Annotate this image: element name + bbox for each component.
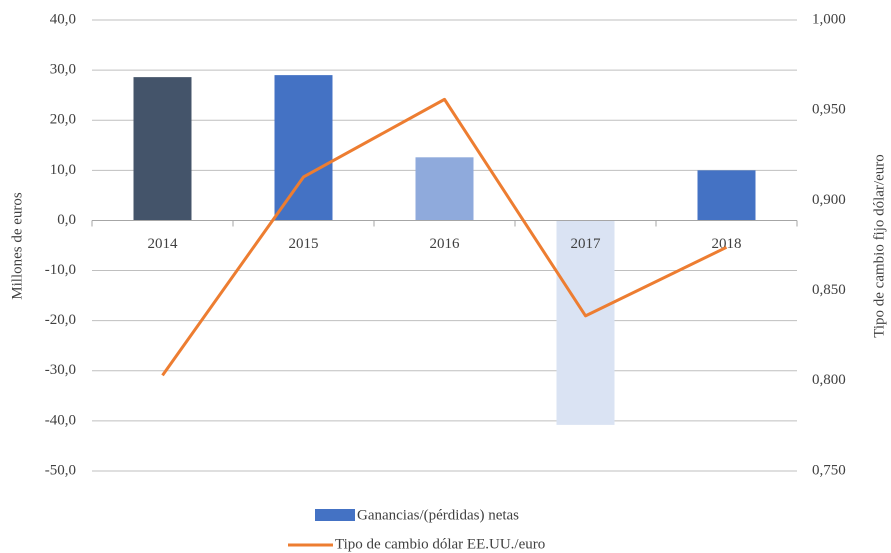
y-tick-label: -30,0: [45, 362, 76, 378]
x-tick-label: 2018: [712, 236, 742, 252]
y-tick-label: 0,0: [57, 212, 76, 228]
y-tick-label: 30,0: [50, 62, 76, 78]
y-axis-title: Millones de euros: [9, 192, 25, 300]
y2-tick-label: 0,800: [812, 372, 846, 388]
y2-axis-title: Tipo de cambio fijo dólar/euro: [871, 154, 887, 338]
y2-tick-label: 1,000: [812, 11, 846, 27]
y2-tick-label: 0,950: [812, 102, 846, 118]
y-tick-label: -10,0: [45, 262, 76, 278]
y-tick-label: -40,0: [45, 412, 76, 428]
bar: [556, 220, 615, 425]
y-tick-label: 40,0: [50, 11, 76, 27]
legend-label: Ganancias/(pérdidas) netas: [357, 507, 519, 523]
bar: [133, 77, 192, 221]
bar: [697, 170, 756, 221]
line-series: [161, 97, 728, 377]
bar: [274, 75, 333, 221]
legend-label: Tipo de cambio dólar EE.UU./euro: [335, 536, 545, 552]
y-tick-label: -50,0: [45, 462, 76, 478]
x-tick-label: 2016: [430, 236, 461, 252]
legend-swatch: [315, 509, 355, 521]
bar: [415, 157, 474, 221]
y2-tick-label: 0,900: [812, 192, 846, 208]
x-tick-label: 2015: [289, 236, 319, 252]
x-tick-label: 2014: [148, 236, 179, 252]
y-tick-label: 20,0: [50, 112, 76, 128]
y-tick-label: 10,0: [50, 162, 76, 178]
y2-tick-label: 0,750: [812, 462, 846, 478]
y2-tick-label: 0,850: [812, 282, 846, 298]
y-tick-label: -20,0: [45, 312, 76, 328]
x-tick-label: 2017: [571, 236, 602, 252]
